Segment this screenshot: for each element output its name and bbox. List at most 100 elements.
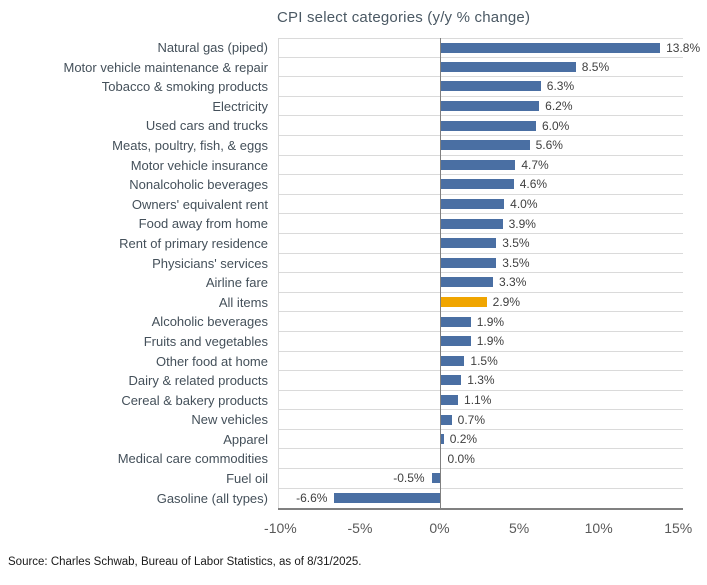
bar bbox=[440, 140, 530, 151]
x-tick-label: 5% bbox=[508, 520, 530, 536]
chart-row: Food away from home 3.9% bbox=[0, 214, 683, 234]
bar bbox=[440, 81, 541, 92]
category-label: Apparel bbox=[223, 431, 268, 447]
row-plot: -6.6% bbox=[278, 489, 683, 509]
category-label: Motor vehicle insurance bbox=[130, 157, 268, 173]
x-tick-label: 0% bbox=[429, 520, 450, 536]
value-label: 1.1% bbox=[464, 392, 492, 407]
value-label: 6.3% bbox=[546, 79, 575, 94]
value-label: 2.9% bbox=[492, 295, 521, 310]
x-tick-label: -10% bbox=[264, 520, 297, 536]
value-label: 0.0% bbox=[447, 451, 475, 466]
row-plot: 1.9% bbox=[278, 312, 683, 332]
chart-row: Rent of primary residence 3.5% bbox=[0, 234, 683, 254]
bar bbox=[440, 355, 465, 366]
x-tick-label: -5% bbox=[347, 520, 373, 536]
chart-row: Airline fare 3.3% bbox=[0, 273, 683, 293]
chart-row: Apparel 0.2% bbox=[0, 430, 683, 450]
bar bbox=[431, 473, 440, 484]
chart-row: Natural gas (piped) 13.8% bbox=[0, 38, 700, 58]
chart-row: All items 2.9% bbox=[0, 293, 683, 313]
category-label: Airline fare bbox=[205, 275, 268, 291]
value-label: 3.3% bbox=[499, 275, 527, 290]
row-plot: 6.0% bbox=[278, 116, 683, 136]
chart-row: Motor vehicle insurance 4.7% bbox=[0, 156, 683, 176]
bar bbox=[440, 414, 452, 425]
chart-row: Fruits and vegetables 1.9% bbox=[0, 332, 683, 352]
category-label: Gasoline (all types) bbox=[156, 490, 268, 506]
chart-row: Nonalcoholic beverages 4.6% bbox=[0, 175, 683, 195]
category-label: Physicians' services bbox=[152, 255, 268, 271]
category-label: Used cars and trucks bbox=[145, 118, 268, 134]
row-plot: 1.1% bbox=[278, 391, 683, 411]
row-plot: -0.5% bbox=[278, 469, 683, 489]
bar bbox=[440, 120, 536, 131]
chart-row: Dairy & related products 1.3% bbox=[0, 371, 683, 391]
row-plot: 8.5% bbox=[278, 58, 683, 78]
category-label: Natural gas (piped) bbox=[157, 40, 268, 55]
row-plot: 13.8% bbox=[278, 38, 700, 58]
category-label: All items bbox=[218, 294, 268, 310]
bar bbox=[440, 257, 497, 268]
category-label: Fruits and vegetables bbox=[143, 333, 268, 349]
value-label: 13.8% bbox=[666, 40, 701, 55]
value-label: 4.7% bbox=[521, 157, 549, 172]
category-label: Fuel oil bbox=[226, 471, 268, 487]
bar bbox=[440, 336, 471, 347]
value-label: 3.9% bbox=[508, 216, 536, 231]
row-plot: 5.6% bbox=[278, 136, 683, 156]
value-label: 3.5% bbox=[502, 255, 530, 270]
chart-row: Physicians' services 3.5% bbox=[0, 254, 683, 274]
chart-row: Fuel oil -0.5% bbox=[0, 469, 683, 489]
category-label: Motor vehicle maintenance & repair bbox=[63, 59, 269, 75]
category-label: Nonalcoholic beverages bbox=[129, 177, 268, 193]
value-label: 0.2% bbox=[449, 432, 478, 447]
chart-row: Owners' equivalent rent 4.0% bbox=[0, 195, 683, 215]
category-label: Owners' equivalent rent bbox=[131, 196, 268, 212]
bar bbox=[440, 42, 661, 53]
chart-title: CPI select categories (y/y % change) bbox=[277, 9, 531, 26]
value-label: 3.5% bbox=[502, 236, 530, 251]
chart-row: Medical care commodities 0.0% bbox=[0, 449, 683, 470]
bar bbox=[440, 375, 462, 386]
value-label: 4.0% bbox=[510, 197, 538, 212]
plot-area: Natural gas (piped) 13.8% Motor vehicle ma… bbox=[0, 38, 700, 509]
category-label: Meats, poultry, fish, & eggs bbox=[112, 137, 268, 153]
x-tick-label: 15% bbox=[664, 520, 693, 536]
chart-row: Electricity 6.2% bbox=[0, 97, 683, 117]
row-plot: 6.3% bbox=[278, 77, 683, 97]
chart-row: Gasoline (all types) -6.6% bbox=[0, 489, 683, 509]
row-plot: 1.3% bbox=[278, 371, 683, 391]
category-label: New vehicles bbox=[191, 412, 268, 428]
zero-line bbox=[440, 38, 441, 509]
row-plot: 0.2% bbox=[278, 430, 683, 450]
value-label: 4.6% bbox=[519, 177, 548, 192]
bar bbox=[440, 238, 497, 249]
row-plot: 0.7% bbox=[278, 410, 683, 430]
x-axis-line bbox=[278, 508, 683, 511]
row-plot: 1.5% bbox=[278, 352, 683, 372]
value-label: 5.6% bbox=[535, 138, 563, 153]
bar bbox=[440, 316, 471, 327]
category-label: Electricity bbox=[212, 98, 268, 114]
chart-row: Meats, poultry, fish, & eggs 5.6% bbox=[0, 136, 683, 156]
bar bbox=[440, 159, 516, 170]
row-plot: 6.2% bbox=[278, 97, 683, 117]
row-plot: 4.6% bbox=[278, 175, 683, 195]
category-label: Tobacco & smoking products bbox=[101, 79, 268, 95]
row-plot: 0.0% bbox=[278, 449, 683, 470]
category-label: Alcoholic beverages bbox=[151, 314, 268, 330]
x-tick-label: 10% bbox=[584, 520, 613, 536]
row-plot: 4.7% bbox=[278, 156, 683, 176]
chart-row: Tobacco & smoking products 6.3% bbox=[0, 77, 683, 97]
source-text: Source: Charles Schwab, Bureau of Labor … bbox=[8, 556, 362, 568]
chart-row: Alcoholic beverages 1.9% bbox=[0, 312, 683, 332]
value-label: 8.5% bbox=[581, 59, 610, 74]
category-label: Dairy & related products bbox=[128, 373, 268, 389]
bar bbox=[440, 179, 514, 190]
value-label: 1.9% bbox=[476, 334, 505, 349]
row-plot: 4.0% bbox=[278, 195, 683, 215]
bar bbox=[440, 434, 444, 445]
bar bbox=[440, 61, 576, 72]
row-plot: 3.9% bbox=[278, 214, 683, 234]
